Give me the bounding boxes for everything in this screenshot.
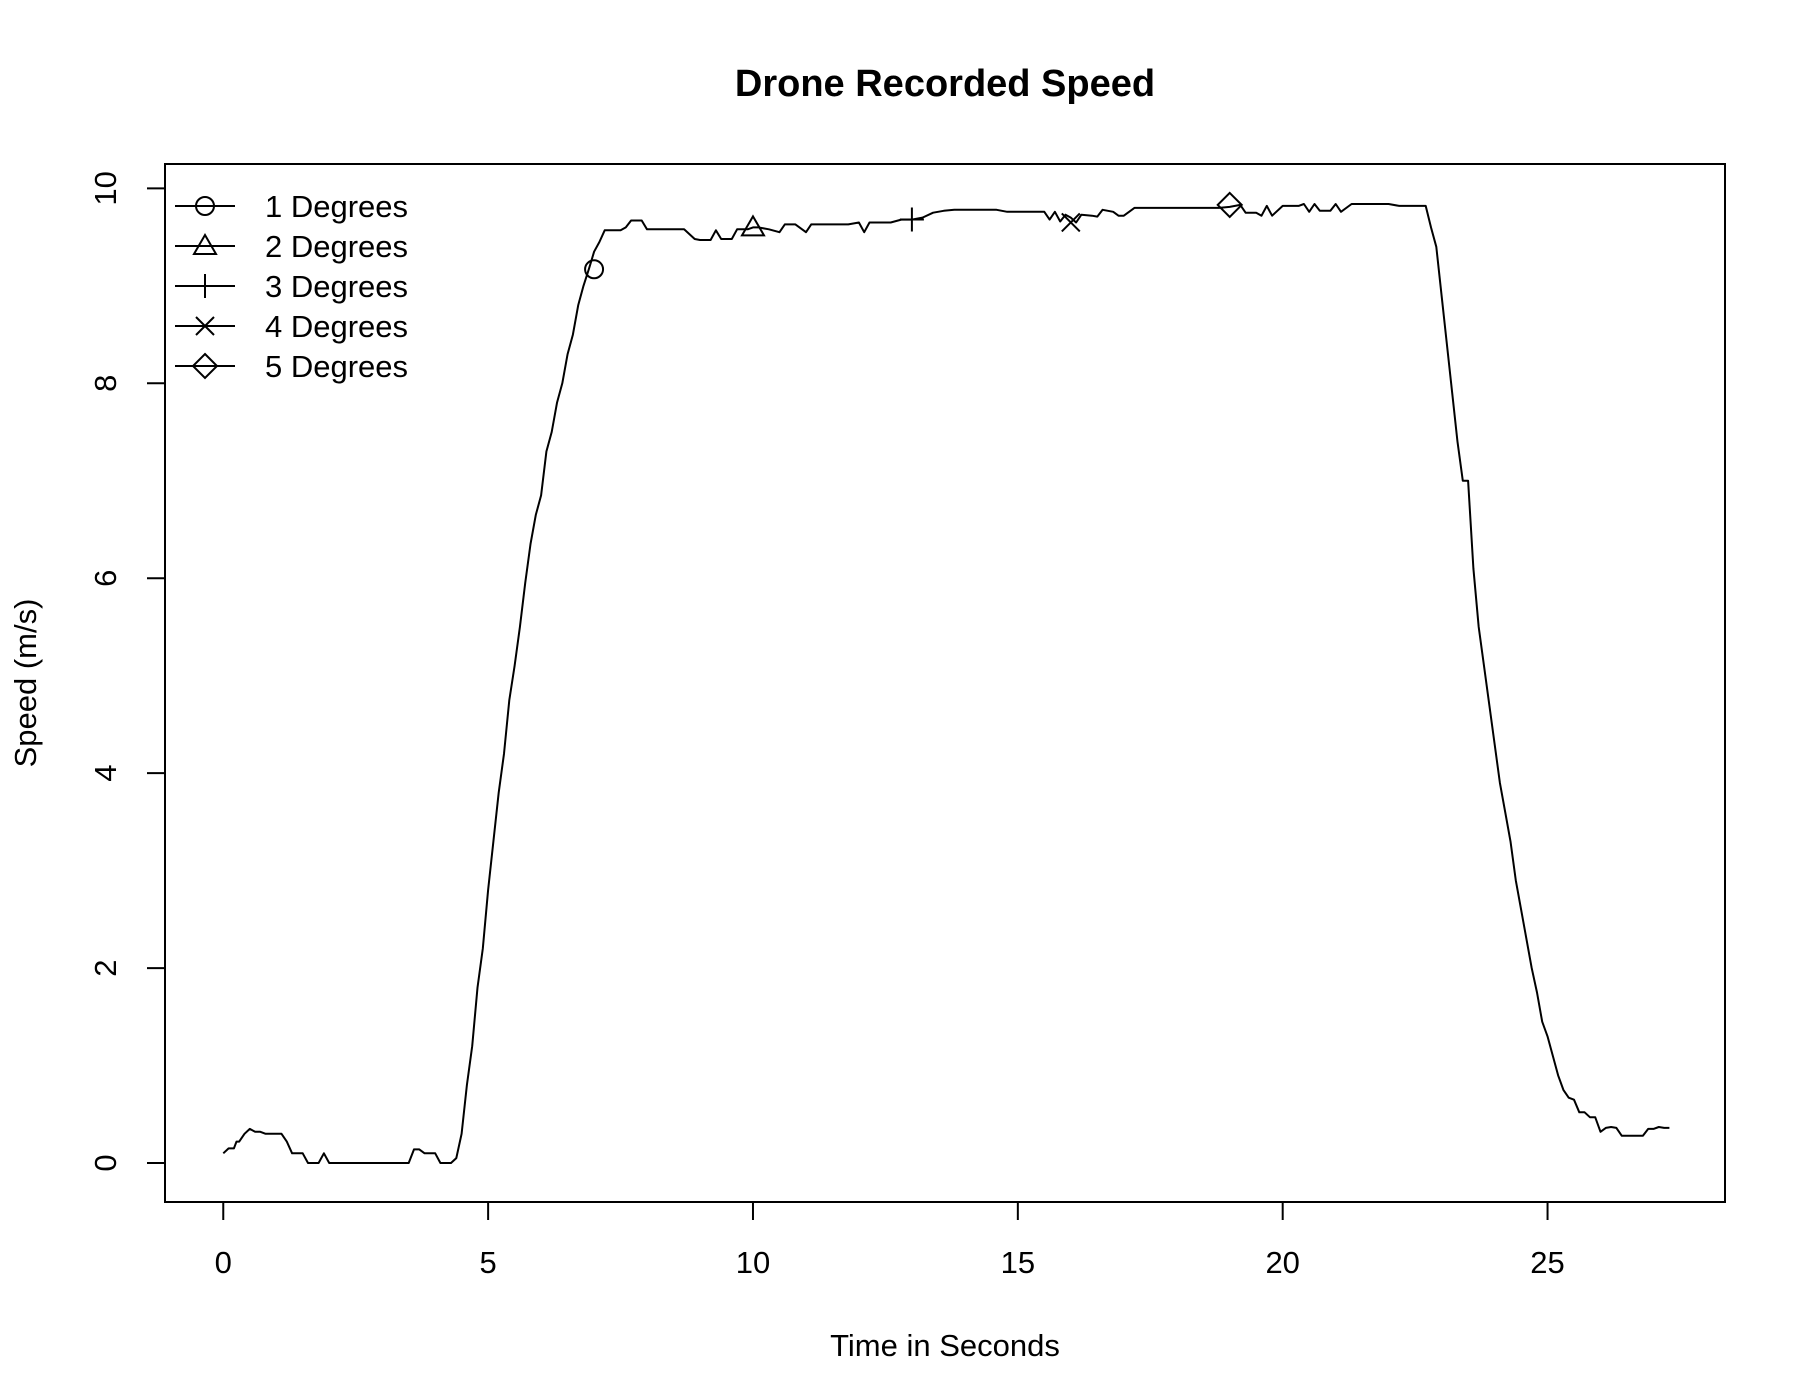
marker-triangle — [740, 214, 766, 237]
y-axis: 0 2 4 6 8 10 — [88, 171, 166, 1172]
x-axis-label: Time in Seconds — [830, 1328, 1060, 1363]
marker-diamond — [1216, 191, 1244, 219]
legend-label: 4 Degrees — [265, 309, 408, 344]
legend-label: 1 Degrees — [265, 189, 408, 224]
y-tick-label: 10 — [88, 171, 123, 205]
legend-label: 5 Degrees — [265, 349, 408, 384]
y-axis-label: Speed (m/s) — [8, 599, 43, 768]
y-tick-label: 0 — [88, 1154, 123, 1171]
legend-label: 2 Degrees — [265, 229, 408, 264]
x-tick-label: 15 — [1001, 1245, 1035, 1280]
legend-marker-cross — [195, 316, 215, 336]
x-axis: 0 5 10 15 20 25 — [215, 1201, 1565, 1280]
marker-cross — [1061, 212, 1081, 233]
legend-marker-triangle — [192, 233, 218, 255]
legend: 1 Degrees 2 Degrees 3 Degrees 4 Degrees 5 De… — [175, 189, 408, 384]
x-tick-label: 5 — [479, 1245, 496, 1280]
legend-marker-circle — [195, 196, 215, 216]
chart-title: Drone Recorded Speed — [735, 63, 1155, 105]
marker-layer — [584, 191, 1244, 280]
x-tick-label: 10 — [736, 1245, 770, 1280]
speed-line — [222, 203, 1670, 1164]
legend-marker-diamond — [191, 352, 219, 380]
series-layer — [222, 203, 1670, 1164]
marker-plus — [899, 207, 924, 232]
x-tick-label: 0 — [215, 1245, 232, 1280]
y-tick-label: 4 — [88, 765, 123, 782]
y-tick-label: 6 — [88, 570, 123, 587]
legend-marker-plus — [193, 274, 217, 298]
marker-circle — [584, 259, 605, 280]
y-tick-label: 2 — [88, 959, 123, 976]
x-tick-label: 20 — [1265, 1245, 1299, 1280]
x-tick-label: 25 — [1530, 1245, 1564, 1280]
y-tick-label: 8 — [88, 375, 123, 392]
legend-label: 3 Degrees — [265, 269, 408, 304]
